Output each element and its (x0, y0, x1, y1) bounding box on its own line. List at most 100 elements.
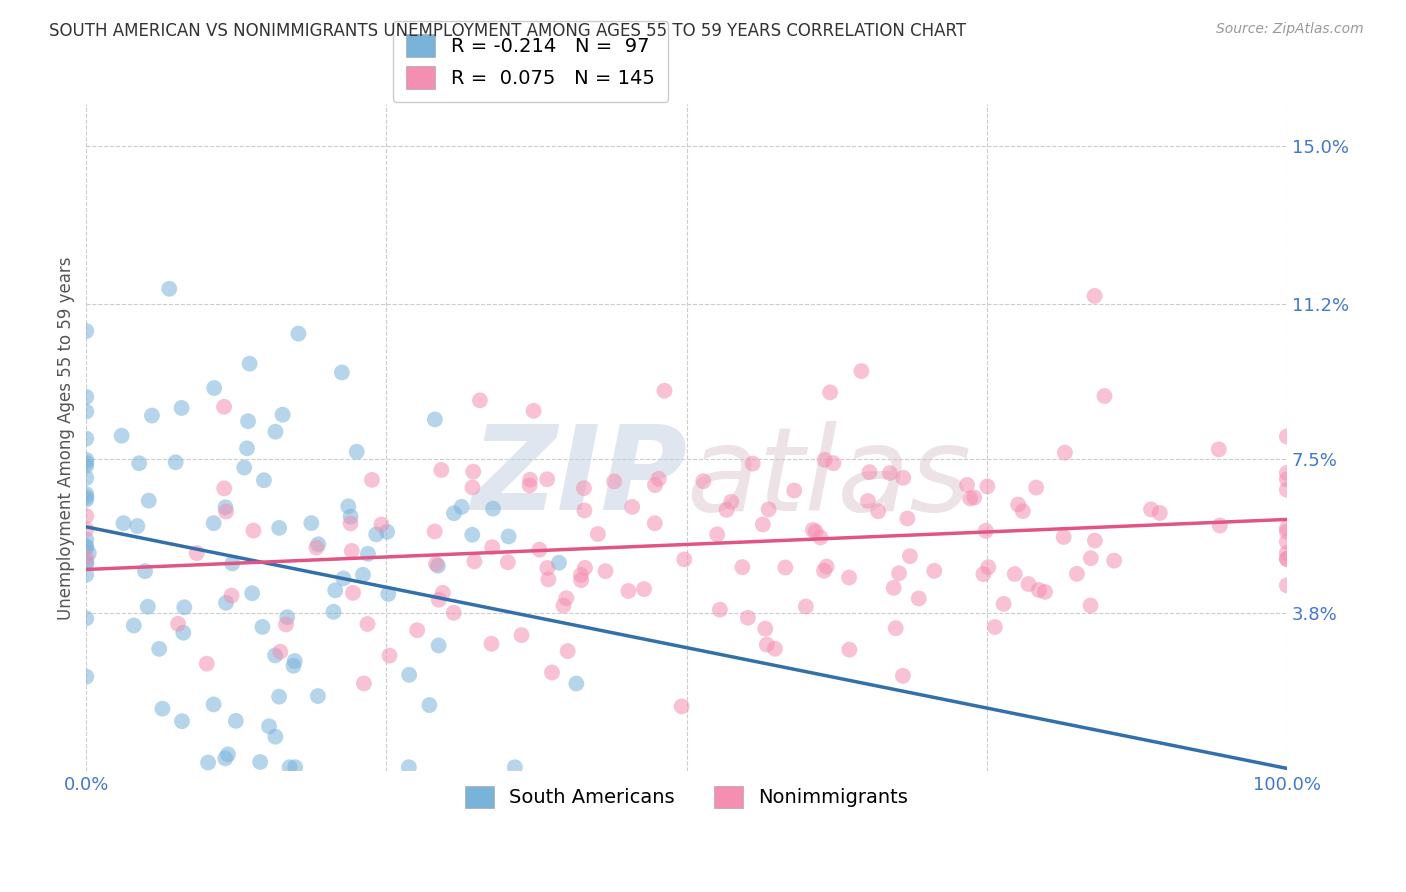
Point (1007, 498, 1029, 512)
Point (75, 611, 97, 625)
Point (148, 641, 170, 656)
Point (356, 617, 378, 632)
Point (1080, 551, 1102, 566)
Point (167, 616, 190, 631)
Point (482, 501, 505, 516)
Point (523, 404, 546, 418)
Point (75, 539, 97, 553)
Point (340, 544, 363, 558)
Point (212, 400, 235, 414)
Point (963, 491, 986, 505)
Point (671, 699, 693, 714)
Point (633, 582, 655, 596)
Point (375, 524, 398, 539)
Point (346, 444, 368, 458)
Point (305, 541, 328, 555)
Point (75, 390, 97, 404)
Point (165, 455, 187, 469)
Point (574, 561, 596, 575)
Point (720, 495, 742, 509)
Point (1011, 504, 1033, 518)
Point (342, 586, 364, 600)
Point (1004, 567, 1026, 582)
Point (75, 490, 97, 504)
Point (75, 567, 97, 582)
Point (418, 698, 440, 712)
Point (1066, 566, 1088, 581)
Point (332, 571, 354, 585)
Point (1275, 483, 1298, 497)
Point (654, 384, 676, 398)
Point (370, 517, 392, 532)
Point (1149, 506, 1171, 520)
Point (468, 393, 491, 408)
Point (274, 617, 297, 632)
Point (1025, 481, 1047, 495)
Point (1275, 578, 1298, 592)
Text: Source: ZipAtlas.com: Source: ZipAtlas.com (1216, 22, 1364, 37)
Point (264, 648, 287, 663)
Point (541, 665, 564, 680)
Point (432, 586, 454, 600)
Point (75, 404, 97, 418)
Point (249, 755, 271, 769)
Point (111, 428, 134, 442)
Point (75, 456, 97, 470)
Point (221, 589, 243, 603)
Point (763, 641, 786, 656)
Point (233, 460, 256, 475)
Point (922, 564, 945, 578)
Point (377, 587, 399, 601)
Point (1052, 530, 1074, 544)
Point (851, 364, 873, 378)
Point (75, 452, 97, 467)
Point (1275, 429, 1298, 443)
Point (1275, 534, 1298, 549)
Point (1275, 552, 1298, 566)
Point (896, 511, 918, 525)
Point (481, 637, 503, 651)
Point (284, 760, 307, 774)
Point (236, 414, 259, 428)
Point (152, 701, 174, 715)
Point (1275, 466, 1298, 480)
Point (214, 500, 236, 515)
Point (398, 760, 420, 774)
Point (758, 502, 780, 516)
Point (450, 500, 472, 514)
Point (569, 568, 592, 582)
Point (202, 698, 225, 712)
Point (170, 401, 193, 415)
Point (709, 603, 731, 617)
Point (1094, 389, 1116, 403)
Point (242, 524, 264, 538)
Point (801, 523, 824, 537)
Point (537, 573, 560, 587)
Point (603, 475, 626, 489)
Point (1275, 521, 1298, 535)
Point (814, 453, 837, 467)
Point (330, 366, 353, 380)
Point (134, 564, 156, 578)
Point (548, 556, 571, 570)
Point (398, 668, 420, 682)
Point (1275, 524, 1298, 539)
Point (264, 425, 287, 439)
Point (755, 638, 778, 652)
Point (202, 516, 225, 531)
Point (339, 516, 361, 531)
Point (75, 432, 97, 446)
Point (75, 555, 97, 569)
Point (271, 408, 294, 422)
Point (741, 457, 763, 471)
Point (1028, 582, 1050, 597)
Point (307, 537, 329, 551)
Point (496, 555, 519, 569)
Point (858, 465, 880, 479)
Point (692, 474, 714, 488)
Point (423, 412, 446, 426)
Point (240, 586, 263, 600)
Point (425, 557, 447, 571)
Point (498, 529, 520, 543)
Point (595, 564, 617, 578)
